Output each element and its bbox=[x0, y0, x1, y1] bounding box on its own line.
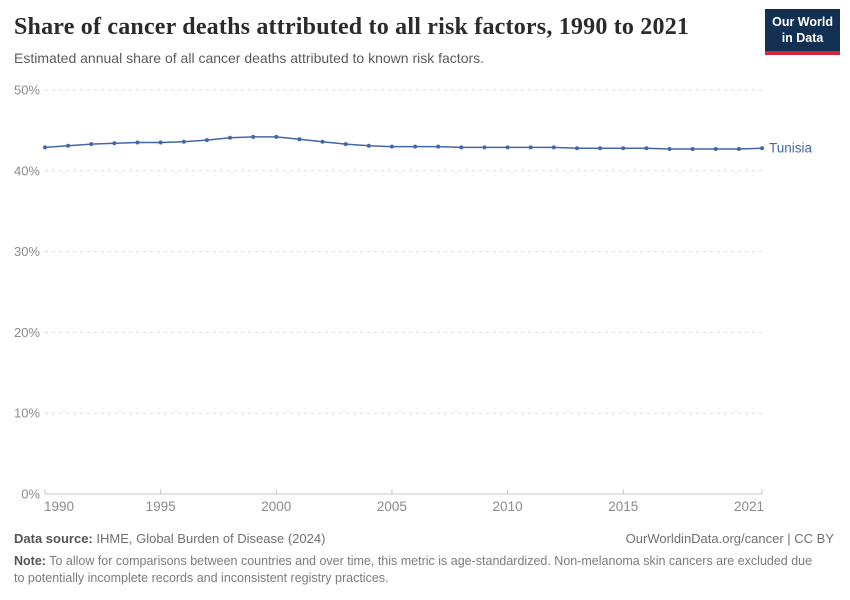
data-point[interactable] bbox=[413, 144, 418, 149]
data-point[interactable] bbox=[89, 142, 94, 147]
data-point[interactable] bbox=[366, 143, 371, 148]
data-point[interactable] bbox=[528, 145, 533, 150]
owid-logo-line1: Our World bbox=[772, 15, 833, 29]
data-point[interactable] bbox=[181, 139, 186, 144]
data-point[interactable] bbox=[736, 147, 741, 151]
data-point[interactable] bbox=[251, 134, 256, 139]
entity-label[interactable]: Tunisia bbox=[769, 141, 813, 156]
x-tick-label: 2010 bbox=[493, 499, 523, 514]
y-tick-label: 20% bbox=[14, 325, 40, 340]
data-point[interactable] bbox=[459, 145, 464, 150]
x-tick-label: 1990 bbox=[44, 499, 74, 514]
chart-header: Share of cancer deaths attributed to all… bbox=[0, 0, 850, 67]
x-tick-label: 2005 bbox=[377, 499, 407, 514]
owid-logo[interactable]: Our World in Data bbox=[765, 9, 840, 56]
data-source: Data source: IHME, Global Burden of Dise… bbox=[14, 531, 325, 546]
data-point[interactable] bbox=[343, 142, 348, 147]
data-source-label: Data source: bbox=[14, 531, 93, 546]
y-tick-label: 0% bbox=[21, 487, 40, 502]
data-point[interactable] bbox=[436, 144, 441, 149]
y-tick-label: 30% bbox=[14, 244, 40, 259]
data-point[interactable] bbox=[135, 140, 140, 145]
data-point[interactable] bbox=[320, 139, 325, 144]
data-point[interactable] bbox=[644, 146, 649, 151]
page-title: Share of cancer deaths attributed to all… bbox=[14, 14, 690, 40]
data-point[interactable] bbox=[667, 147, 672, 151]
data-point[interactable] bbox=[713, 147, 718, 151]
y-tick-label: 10% bbox=[14, 406, 40, 421]
x-tick-label: 1995 bbox=[146, 499, 176, 514]
owid-logo-line2: in Data bbox=[781, 30, 824, 45]
data-point[interactable] bbox=[598, 146, 603, 151]
data-point[interactable] bbox=[158, 140, 163, 145]
data-point[interactable] bbox=[228, 135, 232, 140]
data-point[interactable] bbox=[66, 143, 71, 148]
data-point[interactable] bbox=[482, 145, 487, 150]
chart-note: Note: To allow for comparisons between c… bbox=[14, 553, 816, 586]
y-tick-label: 50% bbox=[14, 83, 40, 98]
note-label: Note: bbox=[14, 554, 46, 568]
page-subtitle: Estimated annual share of all cancer dea… bbox=[14, 49, 485, 66]
data-point[interactable] bbox=[575, 146, 579, 151]
series-line[interactable] bbox=[44, 136, 763, 150]
data-point[interactable] bbox=[274, 134, 279, 139]
x-tick-label: 2000 bbox=[261, 499, 291, 514]
data-point[interactable] bbox=[760, 146, 764, 151]
data-point[interactable] bbox=[297, 137, 302, 142]
chart-footer: Data source: IHME, Global Burden of Dise… bbox=[14, 531, 834, 586]
note-text: To allow for comparisons between countri… bbox=[14, 554, 813, 585]
x-tick-label: 2015 bbox=[608, 499, 638, 514]
y-tick-label: 40% bbox=[14, 163, 40, 178]
data-point[interactable] bbox=[621, 146, 626, 151]
x-tick-label: 2021 bbox=[734, 499, 764, 514]
data-point[interactable] bbox=[389, 144, 394, 149]
data-point[interactable] bbox=[204, 138, 209, 143]
data-source-text: IHME, Global Burden of Disease (2024) bbox=[96, 531, 326, 546]
data-point[interactable] bbox=[112, 141, 117, 146]
license-link[interactable]: OurWorldinData.org/cancer | CC BY bbox=[625, 531, 834, 546]
data-point[interactable] bbox=[690, 147, 695, 151]
data-point[interactable] bbox=[505, 145, 510, 150]
data-point[interactable] bbox=[551, 145, 556, 150]
chart-canvas[interactable]: 0% 10% 20% 30% 40% 50% 1990 1995 2000 2005 2010 201… bbox=[0, 75, 850, 535]
data-point[interactable] bbox=[43, 145, 47, 150]
